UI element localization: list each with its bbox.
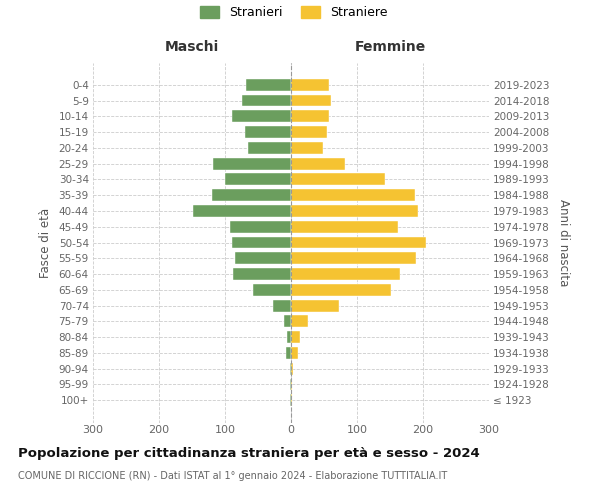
Bar [213,158,291,170]
Bar [291,331,300,343]
Bar [291,378,292,390]
Bar [253,284,291,296]
Bar [291,394,292,406]
Text: COMUNE DI RICCIONE (RN) - Dati ISTAT al 1° gennaio 2024 - Elaborazione TUTTITALI: COMUNE DI RICCIONE (RN) - Dati ISTAT al … [18,471,447,481]
Y-axis label: Anni di nascita: Anni di nascita [557,199,570,286]
Bar [248,142,291,154]
Bar [246,79,291,90]
Bar [291,236,427,248]
Bar [245,126,291,138]
Bar [284,316,291,328]
Bar [290,378,291,390]
Bar [291,94,331,106]
Bar [242,94,291,106]
Bar [212,190,291,201]
Bar [225,174,291,186]
Bar [291,205,418,217]
Bar [291,363,293,374]
Bar [193,205,291,217]
Bar [272,300,291,312]
Y-axis label: Fasce di età: Fasce di età [38,208,52,278]
Bar [291,221,398,232]
Bar [235,252,291,264]
Bar [291,284,391,296]
Bar [286,347,291,359]
Bar [291,300,338,312]
Bar [290,394,291,406]
Bar [291,126,328,138]
Bar [291,252,416,264]
Bar [291,347,298,359]
Bar [291,142,323,154]
Bar [291,158,345,170]
Bar [233,268,291,280]
Bar [291,110,329,122]
Bar [291,174,385,186]
Bar [291,79,329,90]
Bar [291,268,400,280]
Text: Femmine: Femmine [355,40,425,54]
Bar [230,221,291,232]
Bar [291,190,415,201]
Legend: Stranieri, Straniere: Stranieri, Straniere [200,6,388,19]
Bar [287,331,291,343]
Bar [290,363,291,374]
Bar [232,236,291,248]
Bar [291,316,308,328]
Bar [232,110,291,122]
Text: Popolazione per cittadinanza straniera per età e sesso - 2024: Popolazione per cittadinanza straniera p… [18,448,480,460]
Text: Maschi: Maschi [165,40,219,54]
